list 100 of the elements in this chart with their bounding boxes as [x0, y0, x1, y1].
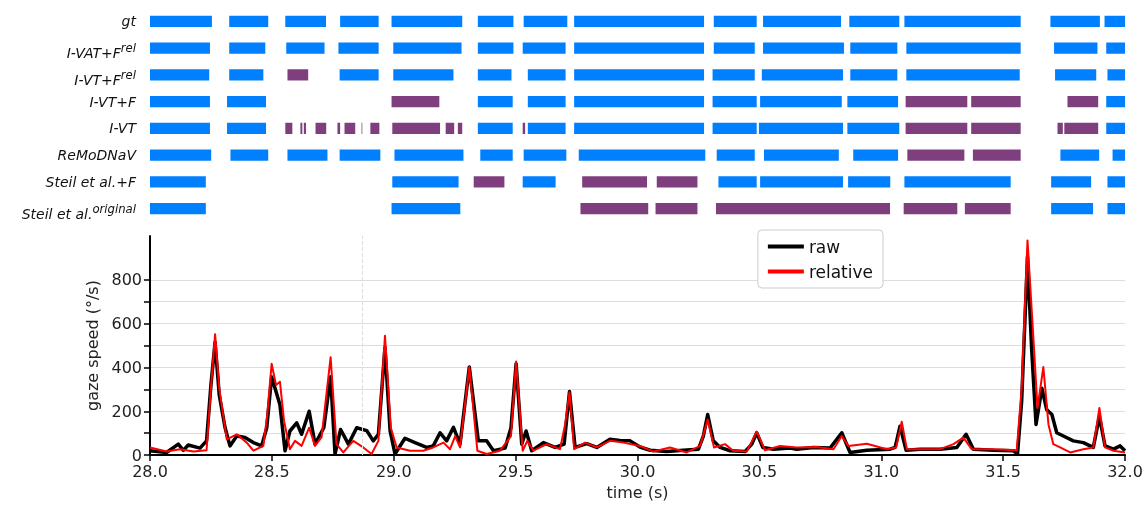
bar — [393, 69, 454, 81]
bar — [339, 149, 381, 161]
bar — [229, 69, 264, 81]
bar — [1060, 149, 1100, 161]
bar — [574, 96, 705, 108]
y-tick-label: I-VT+F — [89, 92, 136, 111]
y-tick-label: 200 — [111, 401, 142, 421]
bar — [850, 69, 898, 81]
bar — [760, 96, 842, 108]
bar — [227, 96, 267, 108]
bar — [393, 42, 462, 54]
x-tick-label: 31.5 — [985, 461, 1021, 481]
bar — [391, 15, 463, 27]
bar — [853, 149, 899, 161]
bar — [758, 122, 843, 134]
bar — [712, 122, 757, 134]
bar — [1107, 176, 1125, 188]
bar — [522, 42, 566, 54]
x-axis-title: time (s) — [606, 482, 669, 502]
bar — [1106, 122, 1125, 134]
bar — [230, 149, 269, 161]
bar — [339, 69, 379, 81]
bar — [906, 42, 1021, 54]
bar — [285, 122, 293, 134]
bar — [763, 42, 844, 54]
bar — [1104, 15, 1125, 27]
y-axis-title: gaze speed (°/s) — [83, 280, 103, 412]
bar — [718, 176, 757, 188]
bar — [574, 122, 705, 134]
bar — [477, 96, 513, 108]
bar — [848, 176, 891, 188]
bar — [150, 69, 210, 81]
bar — [338, 42, 379, 54]
bar — [904, 15, 1021, 27]
bar — [849, 15, 900, 27]
bar — [1106, 96, 1125, 108]
bar — [287, 69, 309, 81]
bar — [150, 96, 210, 108]
bar — [716, 149, 755, 161]
y-tick-label: 800 — [111, 270, 142, 290]
bar — [473, 176, 505, 188]
bar — [1107, 69, 1125, 81]
bar — [1054, 42, 1098, 54]
y-tick-label: I-VT — [109, 119, 136, 138]
y-tick-label: Steil et al.$^{original}$ — [21, 200, 136, 222]
bar — [391, 96, 440, 108]
legend-label: raw — [808, 236, 841, 257]
x-tick-label: 30.5 — [741, 461, 778, 481]
y-tick-label: 600 — [111, 314, 142, 334]
bar — [150, 42, 210, 54]
y-tick-label: 400 — [111, 357, 142, 377]
bar — [971, 122, 1021, 134]
bar — [574, 15, 705, 27]
bar — [712, 69, 755, 81]
bar — [1051, 203, 1094, 215]
bar — [150, 176, 206, 188]
bar — [229, 15, 269, 27]
bar — [847, 122, 900, 134]
bar — [761, 69, 843, 81]
bar — [477, 15, 514, 27]
bar — [480, 149, 513, 161]
x-tick-label: 29.5 — [497, 461, 534, 481]
bar — [150, 15, 212, 27]
bar — [527, 96, 566, 108]
bar — [764, 149, 839, 161]
y-tick-label: gt — [121, 12, 136, 31]
bar — [477, 122, 513, 134]
bar — [523, 15, 568, 27]
bar — [229, 42, 266, 54]
bar — [522, 176, 556, 188]
bar — [1107, 203, 1125, 215]
bar — [904, 176, 1011, 188]
bar — [477, 69, 512, 81]
bar — [580, 203, 649, 215]
bar — [523, 149, 567, 161]
bar — [227, 122, 267, 134]
x-tick-label: 28.5 — [254, 461, 290, 481]
bar — [760, 176, 843, 188]
bar — [527, 69, 566, 81]
bar — [477, 42, 514, 54]
bar — [763, 15, 842, 27]
bar — [1051, 176, 1092, 188]
y-tick-label: I-VT+F$^{rel}$ — [74, 66, 136, 88]
bar — [150, 122, 210, 134]
bar — [574, 69, 705, 81]
bar — [906, 69, 1020, 81]
bar — [1055, 69, 1097, 81]
bar — [713, 42, 755, 54]
bar — [847, 96, 899, 108]
bar — [394, 149, 464, 161]
bar — [391, 203, 461, 215]
bar — [150, 203, 206, 215]
x-tick-label: 32.0 — [1107, 461, 1143, 481]
bar — [150, 149, 212, 161]
bar — [527, 122, 566, 134]
bar — [905, 122, 968, 134]
x-tick-label: 30.0 — [619, 461, 656, 481]
x-tick-label: 31.0 — [863, 461, 900, 481]
legend-label: relative — [808, 261, 873, 282]
bar — [574, 42, 705, 54]
